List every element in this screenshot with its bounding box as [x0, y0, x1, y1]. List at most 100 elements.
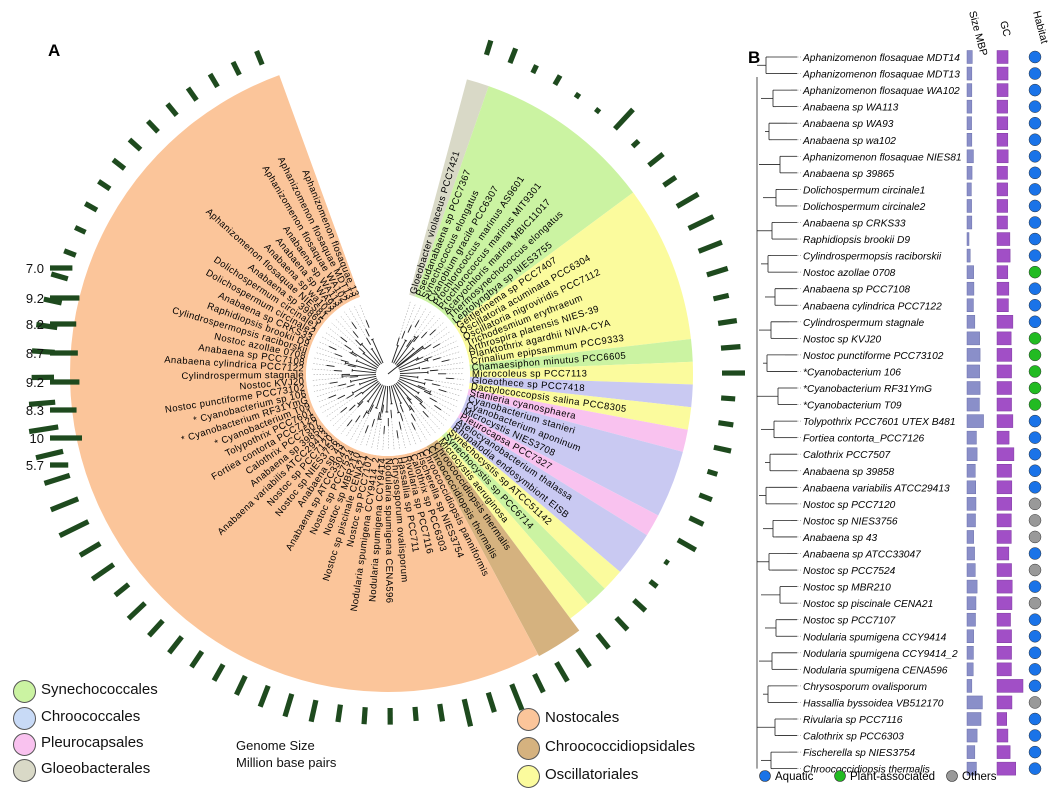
- gc-bar: [997, 481, 1012, 494]
- genome-size-bar: [633, 141, 639, 147]
- taxon-name: Aphanizomenon flosaquae WA102: [802, 86, 960, 97]
- order-sectors: [70, 75, 693, 692]
- size-bar: [967, 84, 972, 97]
- genome-size-bar: [188, 88, 197, 100]
- gc-bar: [997, 166, 1008, 179]
- taxon-row: Nostoc punctiforme PCC73102: [797, 348, 1041, 362]
- rectangular-tree: B Size MBP GC Habitat Aphanizomenon flos…: [745, 0, 1057, 793]
- genome-size-bar: [167, 104, 176, 115]
- taxon-name: Cylindrospermum stagnale: [803, 318, 925, 329]
- size-bar: [967, 266, 974, 279]
- taxon-name: Aphanizomenon flosaquae MDT14: [802, 53, 960, 64]
- taxon-row: Cylindrospermopsis raciborskii: [797, 249, 1041, 263]
- size-bar: [967, 696, 982, 709]
- habitat-dot: [1029, 266, 1041, 278]
- gc-bar: [997, 398, 1012, 411]
- habitat-dot: [1029, 713, 1041, 725]
- habitat-dot: [1029, 217, 1041, 229]
- genome-size-bar: [486, 40, 490, 54]
- habitat-dot: [1029, 531, 1041, 543]
- taxon-name: Anabaena cylindrica PCC7122: [802, 301, 942, 312]
- taxon-row: Anabaena sp PCC7108: [797, 282, 1041, 296]
- genome-size-bar: [649, 154, 663, 165]
- size-bar: [967, 249, 970, 262]
- habitat-dot: [1029, 415, 1041, 427]
- legend-label: Aquatic: [775, 771, 814, 783]
- taxon-row: Nostoc sp KVJ20: [797, 332, 1041, 346]
- taxon-name: Anabaena variabilis ATCC29413: [802, 483, 950, 494]
- branch: [430, 370, 438, 371]
- scale-label: 7.0: [0, 261, 44, 276]
- genome-size-bar: [596, 109, 599, 113]
- taxon-name: Rivularia sp PCC7116: [803, 715, 903, 726]
- gc-bar: [997, 547, 1009, 560]
- taxon-name: Anabaena sp PCC7108: [802, 285, 910, 296]
- size-bar: [967, 117, 972, 130]
- gc-bar: [997, 762, 1016, 775]
- habitat-dot: [1029, 763, 1041, 775]
- genome-size-bar: [311, 700, 316, 722]
- taxon-row: Anabaena sp wa102: [797, 133, 1041, 147]
- size-bar: [967, 315, 975, 328]
- size-bar: [967, 348, 980, 361]
- taxon-row: Anabaena variabilis ATCC29413: [797, 481, 1041, 495]
- habitat-dot: [1029, 150, 1041, 162]
- size-bar: [967, 150, 973, 163]
- gc-bar: [997, 663, 1011, 676]
- habitat-dot: [1029, 316, 1041, 328]
- taxon-row: Fischerella sp NIES3754: [797, 746, 1041, 760]
- habitat-dot: [1029, 51, 1041, 63]
- gc-bar: [997, 233, 1010, 246]
- gc-bar: [997, 51, 1008, 64]
- size-bar: [967, 530, 974, 543]
- taxon-name: Tolypothrix PCC7601 UTEX B481: [803, 417, 956, 428]
- taxon-row: Cylindrospermum stagnale: [797, 315, 1041, 329]
- genome-size-bar: [464, 699, 470, 726]
- taxon-name: Fortiea contorta_PCC7126: [803, 434, 925, 445]
- taxon-name: Anabaena sp WA93: [802, 119, 894, 130]
- taxon-row: Fortiea contorta_PCC7126: [797, 431, 1041, 445]
- genome-size-bar: [721, 347, 740, 349]
- taxon-name: Anabaena sp wa102: [802, 136, 896, 147]
- taxon-row: Anabaena cylindrica PCC7122: [797, 299, 1041, 313]
- habitat-dot: [1029, 597, 1041, 609]
- genome-size-bar: [236, 676, 245, 695]
- genome-size-caption-line1: Genome Size: [236, 737, 336, 754]
- genome-size-bar: [707, 268, 728, 274]
- taxon-name: Anabaena sp CRKS33: [802, 219, 906, 230]
- taxon-row: Anabaena sp 39858: [797, 464, 1041, 478]
- taxon-name: Nostoc azollae 0708: [803, 268, 896, 279]
- size-bar: [967, 646, 973, 659]
- gc-bar: [997, 299, 1008, 312]
- habitat-dot: [1029, 84, 1041, 96]
- size-bar: [967, 464, 975, 477]
- gc-bar: [997, 696, 1012, 709]
- taxon-row: *Cyanobacterium 106: [797, 365, 1041, 379]
- legend-swatch: [947, 771, 958, 782]
- legend-item-others: Others: [947, 771, 997, 784]
- legend-swatch: [13, 733, 36, 756]
- gc-bar: [997, 597, 1012, 610]
- taxon-name: Nodularia spumigena CCY9414_2: [803, 649, 958, 660]
- legend-label: Oscillatoriales: [545, 766, 638, 783]
- taxon-name: Anabaena sp 39858: [802, 467, 895, 478]
- genome-size-bar: [128, 603, 145, 619]
- genome-size-bar: [364, 707, 365, 724]
- scale-label: 5.7: [0, 458, 44, 473]
- taxon-name: Aphanizomenon flosaquae NIES81: [802, 152, 962, 163]
- gc-bar: [997, 382, 1012, 395]
- genome-size-bar: [64, 251, 76, 255]
- legend-item-plant-associated: Plant-associated: [835, 771, 936, 784]
- habitat-dot: [1029, 283, 1041, 295]
- genome-size-bar: [510, 48, 516, 63]
- gc-bar: [997, 646, 1012, 659]
- genome-size-bar: [85, 204, 97, 211]
- taxon-row: Nostoc sp NIES3756: [797, 514, 1041, 528]
- size-bar: [967, 729, 977, 742]
- legend-swatch: [13, 680, 36, 703]
- panel-a-letter: A: [48, 41, 60, 60]
- size-bar: [967, 431, 976, 444]
- scale-label: 8.3: [0, 403, 44, 418]
- genome-size-bar: [578, 649, 590, 667]
